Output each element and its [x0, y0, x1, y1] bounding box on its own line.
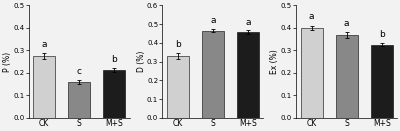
- Bar: [103, 70, 125, 118]
- Y-axis label: Ex (%): Ex (%): [270, 49, 279, 74]
- Bar: [237, 32, 259, 118]
- Bar: [33, 56, 55, 118]
- Text: a: a: [210, 16, 216, 25]
- Text: a: a: [344, 19, 350, 28]
- Bar: [167, 56, 189, 118]
- Bar: [301, 28, 322, 118]
- Text: b: b: [379, 30, 385, 39]
- Text: b: b: [111, 55, 117, 64]
- Bar: [202, 31, 224, 118]
- Bar: [371, 45, 393, 118]
- Text: a: a: [245, 18, 251, 27]
- Bar: [336, 35, 358, 118]
- Bar: [68, 82, 90, 118]
- Text: a: a: [41, 40, 47, 49]
- Text: b: b: [175, 40, 181, 49]
- Text: a: a: [309, 12, 314, 21]
- Y-axis label: D (%): D (%): [136, 51, 146, 72]
- Text: c: c: [77, 67, 82, 76]
- Y-axis label: P (%): P (%): [3, 51, 12, 72]
